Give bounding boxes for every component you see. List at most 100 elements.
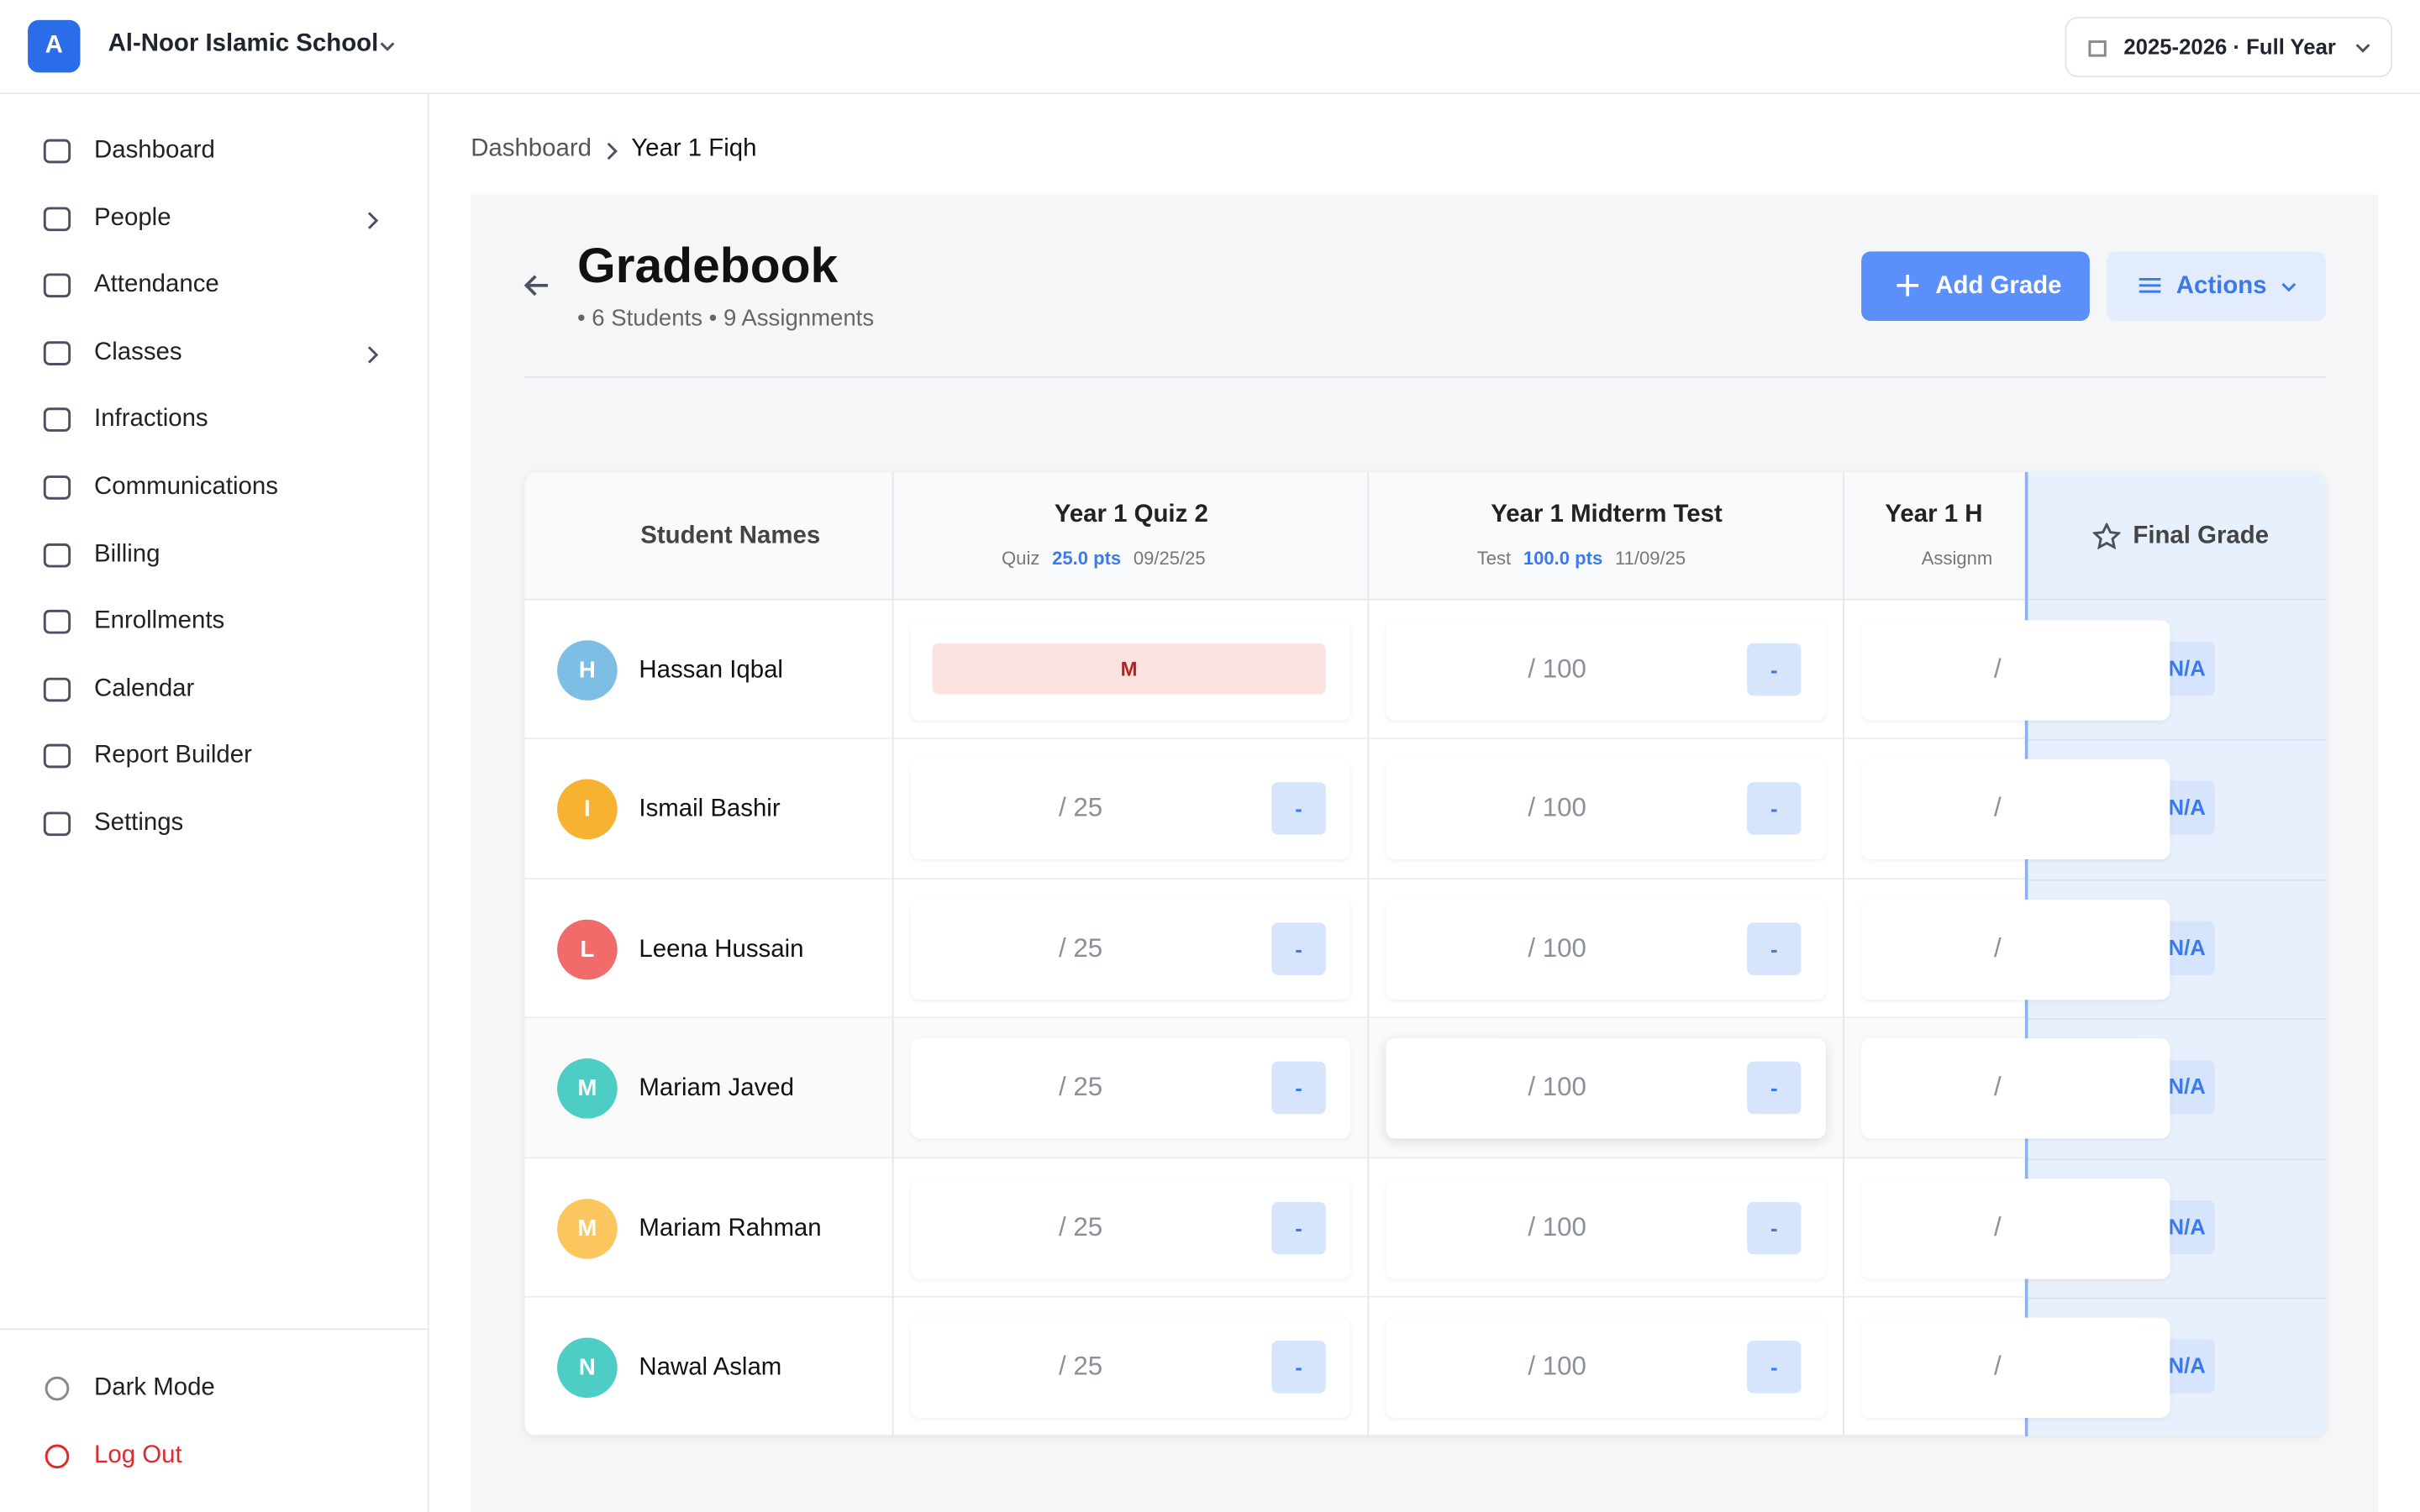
- nav-item[interactable]: Billing: [22, 538, 408, 571]
- back-button[interactable]: [522, 270, 553, 301]
- score-input[interactable]: / 100: [1528, 1211, 1586, 1242]
- student-avatar: M: [557, 1058, 618, 1119]
- assignment-header[interactable]: Year 1 Quiz 2 Quiz 25.0 pts 09/25/25: [892, 472, 1368, 601]
- grade-cell[interactable]: / 25 -: [910, 1317, 1351, 1418]
- grade-cell[interactable]: /: [1861, 899, 2170, 1000]
- grade-cell[interactable]: /: [1861, 1317, 2170, 1418]
- nav-label: Log Out: [94, 1442, 182, 1469]
- nav-label: Report Builder: [94, 743, 252, 769]
- nav-item[interactable]: Infractions: [22, 403, 408, 437]
- score-input[interactable]: / 25: [1059, 1211, 1103, 1242]
- grade-cell[interactable]: / 100 -: [1386, 899, 1826, 1000]
- score-input[interactable]: / 100: [1528, 1351, 1586, 1381]
- score-input[interactable]: / 100: [1528, 793, 1586, 823]
- grade-cell[interactable]: / 100 -: [1386, 620, 1826, 721]
- grade-badge[interactable]: -: [1747, 643, 1802, 696]
- grade-cell[interactable]: / 100 -: [1386, 1178, 1826, 1278]
- nav-label: Classes: [94, 339, 182, 365]
- cell-divider: [1843, 1018, 1844, 1158]
- top-bar: A Al-Noor Islamic School 2025-2026 · Ful…: [0, 0, 2420, 95]
- grade-badge[interactable]: -: [1747, 1062, 1802, 1115]
- nav-label: Billing: [94, 540, 160, 568]
- breadcrumb-sep: [607, 142, 618, 160]
- grade-cell[interactable]: /: [1861, 620, 2170, 721]
- add-grade-button[interactable]: Add Grade: [1861, 251, 2090, 322]
- grade-badge[interactable]: -: [1747, 782, 1802, 836]
- grade-badge[interactable]: -: [1747, 1341, 1802, 1394]
- grade-cell[interactable]: /: [1861, 1178, 2170, 1278]
- actions-button[interactable]: Actions: [2107, 251, 2326, 322]
- score-input[interactable]: / 25: [1059, 1072, 1103, 1102]
- grade-cell[interactable]: / 100 -: [1386, 1317, 1826, 1418]
- cell-divider: [1367, 1158, 1370, 1298]
- nav-icon: [43, 139, 71, 164]
- nav-item[interactable]: Communications: [22, 470, 408, 504]
- chevron: [380, 42, 395, 51]
- grade-badge[interactable]: -: [1747, 1201, 1802, 1254]
- term-selector[interactable]: 2025-2026 · Full Year: [2065, 17, 2392, 77]
- grade-cell[interactable]: / 25 -: [910, 899, 1351, 1000]
- grade-cell[interactable]: /: [1861, 1038, 2170, 1139]
- nav-item[interactable]: Calendar: [22, 672, 408, 706]
- score-input[interactable]: /: [1994, 932, 2002, 963]
- cell-divider: [892, 472, 894, 1437]
- school-name[interactable]: Al-Noor Islamic School: [108, 30, 379, 57]
- nav-label: Dark Mode: [94, 1374, 215, 1401]
- score-input[interactable]: / 25: [1059, 1351, 1103, 1381]
- nav-item[interactable]: Log Out: [22, 1440, 408, 1473]
- score-input[interactable]: / 25: [1059, 932, 1103, 963]
- nav-item[interactable]: Classes: [22, 336, 408, 370]
- expand-chevron: [367, 345, 379, 364]
- nav-item[interactable]: Settings: [22, 807, 408, 841]
- nav-item[interactable]: Dark Mode: [22, 1372, 408, 1405]
- score-input[interactable]: / 100: [1528, 1072, 1586, 1102]
- nav-icon: [43, 407, 71, 433]
- breadcrumb-link[interactable]: Dashboard: [471, 135, 592, 162]
- grade-badge[interactable]: -: [1271, 782, 1326, 836]
- grade-badge[interactable]: -: [1271, 1062, 1326, 1115]
- grade-cell[interactable]: / 25 -: [910, 759, 1351, 860]
- student-avatar: I: [557, 780, 618, 840]
- assignment-header[interactable]: Year 1 Midterm Test Test 100.0 pts 11/09/25: [1367, 472, 1843, 601]
- grade-cell[interactable]: / 25 -: [910, 1038, 1351, 1139]
- grade-cell[interactable]: / 100 -: [1386, 1038, 1826, 1139]
- nav-item[interactable]: Report Builder: [22, 740, 408, 774]
- grade-badge[interactable]: -: [1271, 1201, 1326, 1254]
- nav-item[interactable]: People: [22, 202, 408, 235]
- score-input[interactable]: /: [1994, 654, 2002, 684]
- meta-date: 11/09/25: [1614, 548, 1686, 570]
- score-input[interactable]: /: [1994, 793, 2002, 823]
- grade-badge[interactable]: -: [1747, 921, 1802, 975]
- student-name[interactable]: Hassan Iqbal: [639, 657, 783, 684]
- student-name[interactable]: Mariam Rahman: [639, 1215, 822, 1242]
- student-name[interactable]: Ismail Bashir: [639, 796, 781, 823]
- student-avatar: M: [557, 1198, 618, 1259]
- row: [524, 879, 2025, 1019]
- grade-cell[interactable]: M: [910, 620, 1351, 721]
- nav-item[interactable]: Attendance: [22, 269, 408, 302]
- assignment-header[interactable]: Year 1 H Assignm: [1843, 472, 2025, 601]
- grade-cell[interactable]: / 25 -: [910, 1178, 1351, 1278]
- grade-badge[interactable]: -: [1271, 1341, 1326, 1394]
- nav-label: Communications: [94, 473, 278, 501]
- column-header[interactable]: Student Names: [640, 522, 821, 549]
- score-input[interactable]: /: [1994, 1211, 2002, 1242]
- student-name[interactable]: Mariam Javed: [639, 1075, 794, 1102]
- grade-badge[interactable]: -: [1271, 921, 1326, 975]
- nav-item[interactable]: Enrollments: [22, 605, 408, 638]
- score-input[interactable]: /: [1994, 1072, 2002, 1102]
- score-input[interactable]: / 100: [1528, 932, 1586, 963]
- school-avatar[interactable]: A: [28, 19, 81, 73]
- score-input[interactable]: / 25: [1059, 793, 1103, 823]
- grade-cell[interactable]: /: [1861, 759, 2170, 860]
- score-input[interactable]: / 100: [1528, 654, 1586, 684]
- nav-item[interactable]: Dashboard: [22, 134, 408, 168]
- student-name[interactable]: Leena Hussain: [639, 936, 804, 963]
- final-header-label[interactable]: Final Grade: [2133, 522, 2270, 549]
- student-avatar: N: [557, 1337, 618, 1399]
- grade-cell[interactable]: / 100 -: [1386, 759, 1826, 860]
- score-input[interactable]: /: [1994, 1351, 2002, 1381]
- student-name[interactable]: Nawal Aslam: [639, 1354, 782, 1381]
- row: [524, 740, 2025, 879]
